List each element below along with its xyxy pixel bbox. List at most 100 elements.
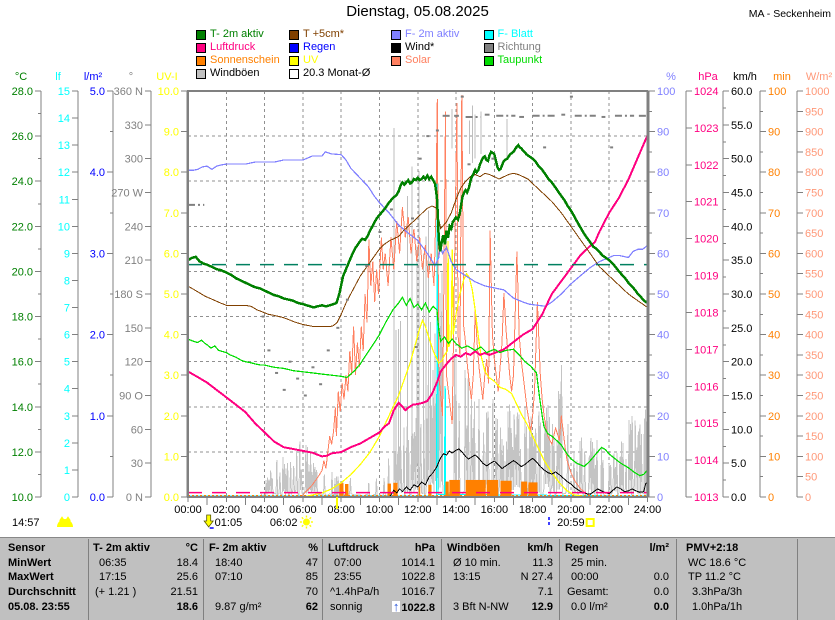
axis-tick-label-temp: 18.0 (12, 312, 33, 324)
axis-tick-label-hum: 50 (657, 289, 669, 301)
table-cell-label: 1.0hPa/1h (692, 601, 743, 613)
moonrise-time: 14:57 (12, 517, 40, 529)
axis-header-uv: UV-I (156, 71, 177, 83)
axis-tick-label-min: 70 (768, 208, 780, 220)
axis-tick-label-dir: 90 O (119, 391, 143, 403)
axis-tick-label-dir: 60 (131, 424, 143, 436)
axis-temp: 28.0 26.0 24.0 22.0 20.0 18.0 16.0 14.0 12.0 10.0… (12, 71, 42, 504)
axis-tick-label-hum: 90 (657, 127, 669, 139)
moon-mark (209, 527, 214, 529)
axis-tick-label-min: 90 (768, 127, 780, 139)
table-header-unit: l/m² (649, 542, 669, 554)
table-cell-value: 47 (305, 556, 318, 569)
table-cell-value: 0.0 (653, 571, 669, 583)
sunrise-icon (299, 515, 313, 529)
table-cell-value: 0.0 (653, 585, 669, 598)
axis-tick-label-dir: 300 (125, 154, 143, 166)
table-header: Regen (565, 542, 599, 554)
table-cell-label: WC 18.6 °C (688, 556, 747, 569)
table-header-unit: % (308, 542, 318, 554)
table-cell-label: Ø 10 min. (453, 556, 501, 569)
x-tick-label: 22:00 (595, 504, 623, 516)
x-tick-label: 16:00 (481, 504, 509, 516)
axis-tick-label-uv: 3.0 (164, 370, 179, 382)
axis-tick-label-wm2: 900 (805, 127, 823, 139)
legend-color-box (391, 30, 401, 40)
x-tick-label: 00:00 (174, 504, 202, 516)
legend-label: T- 2m aktiv (210, 28, 264, 40)
table-row-label: 05.08. 23:55 (8, 601, 70, 613)
axis-header-lf: lf (55, 71, 61, 83)
axis-tick-label-kmh: 10.0 (731, 424, 752, 436)
table-header: Windböen (447, 542, 501, 554)
table-cell-label: 07:10 (215, 571, 243, 583)
axis-tick-label-lf: 5 (64, 357, 70, 369)
axis-tick-label-min: 40 (768, 330, 780, 342)
table-cell-value: N 27.4 (520, 571, 553, 583)
axis-tick-label-dir: 30 (131, 458, 143, 470)
axis-tick-label-uv: 6.0 (164, 248, 179, 260)
axis-tick-label-wm2: 0 (805, 492, 811, 504)
legend-label: T +5cm* (303, 28, 345, 40)
legend-color-box (483, 56, 494, 66)
series-richtung (188, 95, 648, 397)
table-header-sensor: Sensor (8, 542, 46, 554)
legend-color-box (483, 43, 494, 53)
table-cell-label: 3 Bft N-NW (453, 601, 509, 613)
axis-header-wm2: W/m² (806, 71, 833, 83)
axis-tick-label-lf: 14 (58, 113, 70, 125)
legend-color-box (289, 30, 299, 40)
axis-tick-label-temp: 14.0 (12, 402, 33, 414)
table-cell-label: 18:40 (215, 556, 243, 569)
axis-header-hum: % (666, 71, 676, 83)
axis-tick-label-hpa: 1013 (694, 492, 718, 504)
table-cell-label: 00:00 (571, 571, 599, 583)
axis-tick-label-rain: 1.0 (90, 411, 105, 423)
axis-tick-label-uv: 2.0 (164, 411, 179, 423)
axis-tick-label-lf: 0 (64, 492, 70, 504)
axis-tick-label-hum: 0 (657, 492, 663, 504)
axis-tick-label-dir: 150 (125, 323, 143, 335)
axis-tick-label-wm2: 150 (805, 431, 823, 443)
axis-tick-label-dir: 240 (125, 221, 143, 233)
axis-tick-label-rain: 4.0 (90, 167, 105, 179)
axis-tick-label-wm2: 850 (805, 147, 823, 159)
series-solar (300, 95, 595, 497)
axis-tick-label-kmh: 55.0 (731, 120, 752, 132)
moonset-time: 01:05 (215, 517, 243, 529)
axis-tick-label-lf: 15 (58, 86, 70, 98)
table-cell-label: 9.87 g/m² (215, 601, 262, 613)
axis-tick-label-hum: 10 (657, 451, 669, 463)
axis-tick-label-min: 10 (768, 451, 780, 463)
axis-tick-label-temp: 26.0 (12, 131, 33, 143)
axis-tick-label-lf: 13 (58, 140, 70, 152)
series-t-2m-aktiv (188, 143, 648, 309)
axis-tick-label-kmh: 20.0 (731, 357, 752, 369)
axis-tick-label-hpa: 1020 (694, 234, 718, 246)
axis-tick-label-hpa: 1024 (694, 86, 718, 98)
axis-hpa: 1024 1023 1022 1021 1020 1019 1018 1017 1016 1015… (685, 71, 719, 504)
axis-tick-label-hpa: 1021 (694, 197, 718, 209)
axis-tick-label-min: 0 (768, 492, 774, 504)
x-tick-label: 24:00 (634, 504, 662, 516)
table-cell-label: (+ 1.21 ) (95, 585, 137, 598)
axis-tick-label-kmh: 35.0 (731, 255, 752, 267)
axis-tick-label-uv: 8.0 (164, 167, 179, 179)
axis-tick-label-kmh: 45.0 (731, 188, 752, 200)
axis-tick-label-min: 60 (768, 248, 780, 260)
axis-tick-label-min: 30 (768, 370, 780, 382)
weather-plot: 28.026.024.022.020.018.016.014.012.010.0… (12, 71, 833, 529)
axis-tick-label-hum: 70 (657, 208, 669, 220)
legend-label: F- Blatt (497, 28, 533, 40)
table-header-unit: hPa (414, 542, 435, 554)
series-luftdruck (188, 134, 648, 458)
table-separator (558, 539, 560, 620)
axis-tick-label-rain: 3.0 (90, 248, 105, 260)
blue-mark (548, 522, 550, 525)
table-header: T- 2m aktiv (93, 542, 150, 554)
table-cell-value: ↑ 1022.8 (391, 599, 435, 614)
axis-header-temp: °C (15, 71, 27, 83)
